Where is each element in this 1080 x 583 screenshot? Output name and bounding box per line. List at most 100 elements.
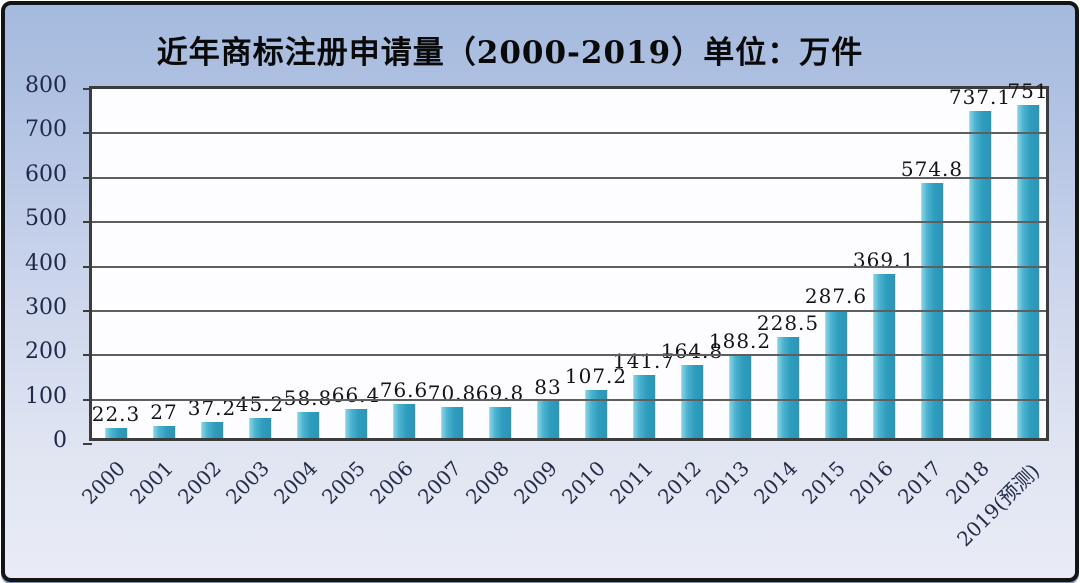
bar-2004 <box>297 411 319 438</box>
bar-column: 58.8 <box>284 89 332 438</box>
x-axis-tick-label: 2003 <box>221 456 274 509</box>
y-axis-tick-label: 300 <box>25 294 67 320</box>
x-axis-tick-label: 2007 <box>413 456 466 509</box>
bar-column: 287.6 <box>805 89 866 438</box>
y-axis-tick <box>83 221 92 224</box>
x-axis-tick-label: 2012 <box>653 456 706 509</box>
bar-2001 <box>153 426 175 438</box>
bar-2007 <box>441 406 463 438</box>
y-axis-tick-label: 700 <box>25 117 67 143</box>
bar-value-label: 751 <box>1007 78 1049 103</box>
y-axis-tick <box>83 176 92 179</box>
bar-2019(预测) <box>1017 104 1039 438</box>
y-axis-tick-label: 800 <box>25 73 67 98</box>
y-axis-tick <box>83 443 92 445</box>
bar-value-label: 27 <box>150 400 178 425</box>
bar-value-label: 164.8 <box>660 338 724 363</box>
x-axis-tick-label: 2013 <box>701 456 754 509</box>
bar-2002 <box>201 421 223 438</box>
bar-value-label: 228.5 <box>756 310 820 335</box>
y-axis-tick <box>83 265 92 268</box>
bar-value-label: 737.1 <box>948 84 1012 109</box>
bar-2005 <box>345 408 367 438</box>
bar-column: 737.1 <box>949 86 1010 438</box>
bar-column: 141.7 <box>613 89 674 438</box>
y-axis-tick <box>83 398 92 401</box>
y-axis-tick-label: 0 <box>53 428 67 453</box>
y-axis-tick <box>83 354 92 357</box>
x-axis-tick-label: 2008 <box>461 456 514 509</box>
bar-value-label: 58.8 <box>283 385 333 410</box>
bar-2014 <box>777 336 799 438</box>
bar-column: 107.2 <box>565 89 626 438</box>
bar-value-label: 22.3 <box>91 402 141 427</box>
x-axis-tick-label: 2002 <box>173 456 226 509</box>
y-axis-tick-label: 600 <box>25 161 67 187</box>
gridline <box>92 221 1046 224</box>
gridline <box>92 354 1046 357</box>
y-axis-tick <box>83 132 92 135</box>
bar-column: 69.8 <box>476 89 524 438</box>
chart-title: 近年商标注册申请量（2000-2019）单位：万件 <box>156 35 864 71</box>
bar-2015 <box>825 310 847 438</box>
bar-value-label: 574.8 <box>900 156 964 181</box>
bar-column: 22.3 <box>92 89 140 438</box>
x-axis-tick-label: 2015 <box>797 456 850 509</box>
bar-column: 164.8 <box>661 89 722 438</box>
y-axis-tick-label: 400 <box>25 250 67 276</box>
y-axis-tick <box>83 309 92 312</box>
plot-area: 22.3 27 37.2 45.2 58.8 66.4 76.6 70.8 69.8 83 107.… <box>83 80 1049 445</box>
y-axis-tick <box>83 88 92 90</box>
bar-value-label: 188.2 <box>708 328 772 353</box>
bar-2008 <box>489 407 511 438</box>
bar-column: 66.4 <box>332 89 380 438</box>
y-axis-tick-label: 100 <box>25 383 67 409</box>
x-axis-tick-label: 2009 <box>509 456 562 509</box>
x-axis-tick-label: 2001 <box>125 456 178 509</box>
gridline <box>92 265 1046 268</box>
gridline <box>92 398 1046 401</box>
bar-column: 37.2 <box>188 89 236 438</box>
x-axis-tick-label: 2017 <box>893 456 946 509</box>
gridline <box>92 309 1046 312</box>
y-axis-tick-label: 500 <box>25 206 67 232</box>
bar-value-label: 107.2 <box>564 364 628 389</box>
x-axis-tick-label: 2000 <box>77 456 130 509</box>
bar-value-label: 83 <box>534 375 562 400</box>
x-axis-tick-label: 2014 <box>749 456 802 509</box>
bar-column: 574.8 <box>901 89 962 438</box>
bar-2011 <box>633 375 655 438</box>
bar-2010 <box>585 390 607 438</box>
gridline <box>92 132 1046 135</box>
x-axis-tick-label: 2010 <box>557 456 610 509</box>
bar-column: 369.1 <box>853 89 914 438</box>
x-axis-tick-label: 2005 <box>317 456 370 509</box>
y-axis-tick-label: 200 <box>25 339 67 365</box>
bar-column: 76.6 <box>380 89 428 438</box>
bar-column: 45.2 <box>236 89 284 438</box>
bar-value-label: 369.1 <box>852 248 916 273</box>
bars-layer: 22.3 27 37.2 45.2 58.8 66.4 76.6 70.8 69.8 83 107.… <box>92 80 1048 438</box>
bar-value-label: 287.6 <box>804 284 868 309</box>
gridline <box>92 176 1046 179</box>
bar-2006 <box>393 404 415 438</box>
bar-2003 <box>249 417 271 438</box>
bar-column: 751 <box>1004 80 1052 438</box>
bar-value-label: 70.8 <box>427 380 477 405</box>
bar-value-label: 66.4 <box>331 382 381 407</box>
bar-2009 <box>537 401 559 438</box>
bar-value-label: 45.2 <box>235 391 285 416</box>
bar-column: 70.8 <box>428 89 476 438</box>
bar-value-label: 69.8 <box>475 381 525 406</box>
x-axis-tick-label: 2006 <box>365 456 418 509</box>
bar-column: 27 <box>140 89 188 438</box>
bar-2000 <box>105 428 127 438</box>
bar-column: 228.5 <box>757 89 818 438</box>
bar-value-label: 76.6 <box>379 378 429 403</box>
bar-column: 188.2 <box>709 89 770 438</box>
bar-2018 <box>969 110 991 438</box>
y-axis: 0 100 200 300 400 500 600 700 800 <box>5 74 75 453</box>
bar-2013 <box>729 354 751 438</box>
x-axis-tick-label: 2011 <box>605 456 658 509</box>
